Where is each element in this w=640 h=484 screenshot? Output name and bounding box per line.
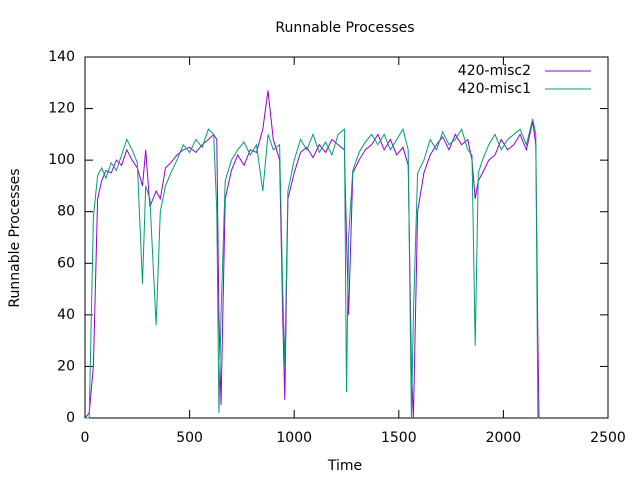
x-axis-label: Time xyxy=(327,458,362,474)
legend-label: 420-misc1 xyxy=(458,81,531,97)
y-tick-label: 40 xyxy=(57,307,75,323)
x-tick-label: 1500 xyxy=(381,430,417,446)
chart-title: Runnable Processes xyxy=(275,20,414,36)
y-tick-label: 0 xyxy=(66,410,75,426)
y-tick-label: 100 xyxy=(48,152,75,168)
plot-border xyxy=(84,56,609,419)
y-tick-label: 80 xyxy=(57,204,75,220)
x-tick-label: 2500 xyxy=(590,430,626,446)
x-tick-label: 2000 xyxy=(486,430,522,446)
y-tick-label: 60 xyxy=(57,255,75,271)
y-axis-label: Runnable Processes xyxy=(7,168,23,307)
series-line xyxy=(84,90,540,419)
series-line xyxy=(85,118,539,419)
y-tick-label: 140 xyxy=(48,49,75,65)
y-tick-label: 20 xyxy=(57,358,75,374)
legend-label: 420-misc2 xyxy=(458,63,531,79)
x-tick-label: 0 xyxy=(81,430,90,446)
x-tick-label: 1000 xyxy=(276,430,312,446)
y-tick-label: 120 xyxy=(48,101,75,117)
x-tick-label: 500 xyxy=(176,430,203,446)
